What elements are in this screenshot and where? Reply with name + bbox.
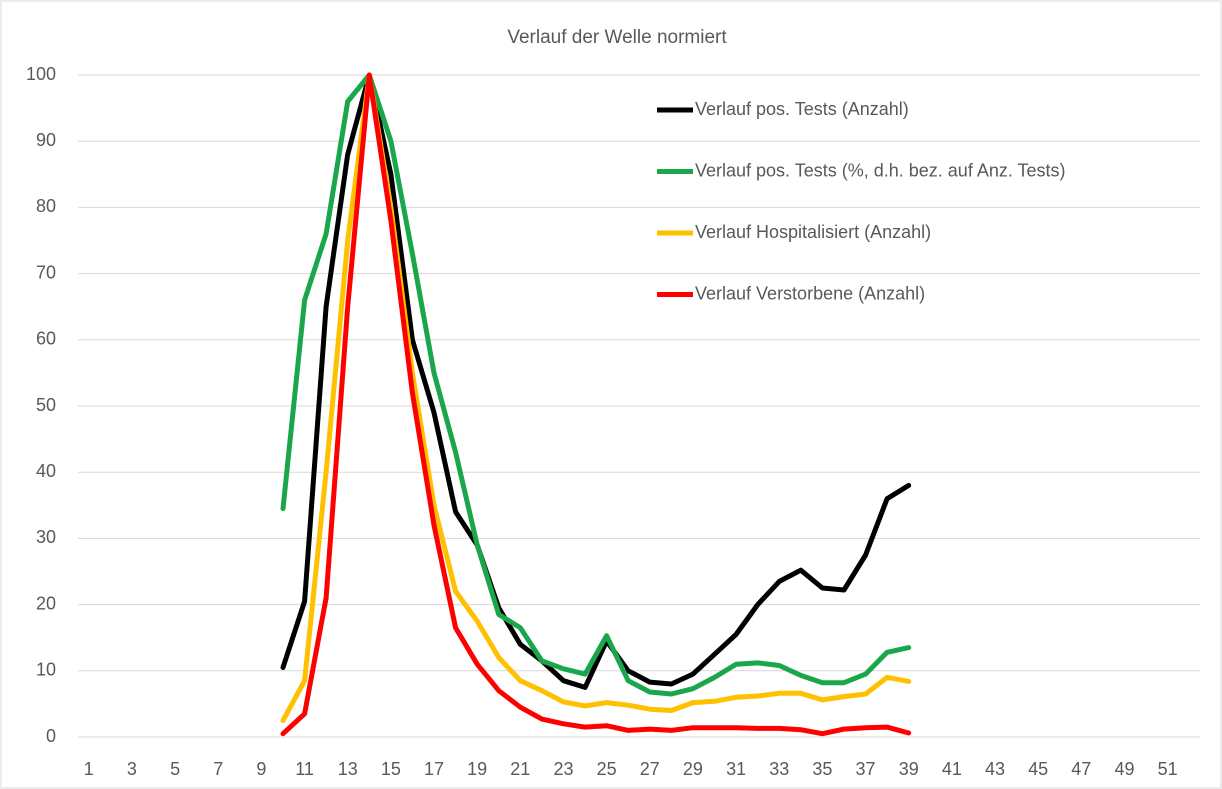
legend-label: Verlauf Verstorbene (Anzahl) <box>695 283 925 303</box>
x-tick-label: 13 <box>338 759 358 779</box>
y-tick-label: 100 <box>26 64 56 84</box>
x-tick-label: 33 <box>769 759 789 779</box>
y-tick-label: 50 <box>36 395 56 415</box>
x-tick-label: 41 <box>942 759 962 779</box>
x-tick-label: 5 <box>170 759 180 779</box>
x-tick-label: 1 <box>84 759 94 779</box>
series-line <box>280 72 912 690</box>
x-tick-label: 39 <box>899 759 919 779</box>
y-tick-label: 80 <box>36 196 56 216</box>
y-tick-label: 0 <box>46 726 56 746</box>
x-tick-label: 25 <box>597 759 617 779</box>
series-line <box>280 72 912 697</box>
x-tick-label: 49 <box>1114 759 1134 779</box>
legend-label: Verlauf Hospitalisiert (Anzahl) <box>695 222 931 242</box>
x-tick-label: 37 <box>856 759 876 779</box>
y-tick-label: 20 <box>36 593 56 613</box>
x-tick-label: 17 <box>424 759 444 779</box>
x-tick-label: 51 <box>1158 759 1178 779</box>
x-tick-label: 7 <box>213 759 223 779</box>
x-tick-label: 29 <box>683 759 703 779</box>
x-tick-label: 11 <box>295 759 314 779</box>
x-tick-label: 15 <box>381 759 401 779</box>
x-tick-label: 3 <box>127 759 137 779</box>
x-tick-label: 47 <box>1071 759 1091 779</box>
x-tick-label: 21 <box>510 759 530 779</box>
x-tick-label: 31 <box>726 759 746 779</box>
x-tick-label: 19 <box>467 759 487 779</box>
y-tick-label: 90 <box>36 130 56 150</box>
x-tick-label: 35 <box>812 759 832 779</box>
legend-label: Verlauf pos. Tests (Anzahl) <box>695 99 909 119</box>
y-tick-label: 60 <box>36 329 56 349</box>
series-line <box>280 72 912 737</box>
x-tick-label: 27 <box>640 759 660 779</box>
x-tick-label: 45 <box>1028 759 1048 779</box>
x-tick-label: 23 <box>553 759 573 779</box>
legend-label: Verlauf pos. Tests (%, d.h. bez. auf Anz… <box>695 160 1066 180</box>
y-tick-label: 10 <box>36 660 56 680</box>
y-tick-label: 30 <box>36 527 56 547</box>
x-tick-label: 43 <box>985 759 1005 779</box>
chart-title: Verlauf der Welle normiert <box>507 27 727 48</box>
y-tick-label: 40 <box>36 461 56 481</box>
y-tick-label: 70 <box>36 262 56 282</box>
x-tick-label: 9 <box>256 759 266 779</box>
